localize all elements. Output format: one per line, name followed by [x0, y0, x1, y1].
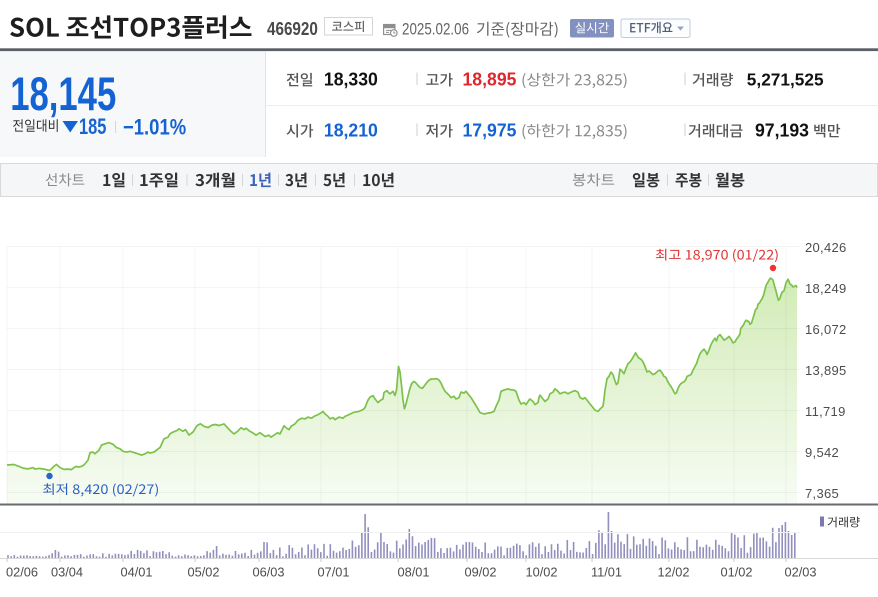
svg-text:16,072: 16,072: [805, 322, 847, 337]
svg-text:97,193: 97,193: [755, 120, 809, 140]
svg-text:01/02: 01/02: [720, 565, 752, 580]
svg-text:07/01: 07/01: [317, 565, 349, 580]
svg-text:18,249: 18,249: [805, 281, 847, 296]
svg-text:466920: 466920: [267, 19, 318, 40]
svg-text:02/06: 02/06: [6, 565, 38, 580]
svg-text:−1.01%: −1.01%: [123, 116, 186, 140]
svg-text:17,975: 17,975: [463, 120, 517, 140]
svg-text:5,271,525: 5,271,525: [747, 69, 824, 89]
svg-text:9,542: 9,542: [805, 445, 839, 460]
svg-text:18,895: 18,895: [463, 69, 517, 89]
svg-text:05/02: 05/02: [187, 565, 219, 580]
svg-text:20,426: 20,426: [805, 240, 847, 255]
svg-text:18,145: 18,145: [10, 67, 116, 121]
svg-text:7,365: 7,365: [805, 486, 839, 501]
svg-text:04/01: 04/01: [120, 565, 152, 580]
svg-text:08/01: 08/01: [397, 565, 429, 580]
svg-text:12/02: 12/02: [657, 565, 689, 580]
svg-text:02/03: 02/03: [784, 565, 816, 580]
svg-text:11/01: 11/01: [591, 565, 622, 580]
svg-text:18,210: 18,210: [324, 120, 378, 140]
svg-text:185: 185: [79, 115, 107, 140]
svg-text:09/02: 09/02: [464, 565, 496, 580]
svg-text:06/03: 06/03: [252, 565, 284, 580]
svg-text:13,895: 13,895: [805, 363, 847, 378]
svg-text:10/02: 10/02: [525, 565, 557, 580]
svg-text:03/04: 03/04: [51, 565, 83, 580]
svg-text:2025.02.06: 2025.02.06: [402, 20, 469, 39]
svg-text:11,719: 11,719: [805, 404, 846, 419]
svg-text:18,330: 18,330: [324, 69, 378, 89]
